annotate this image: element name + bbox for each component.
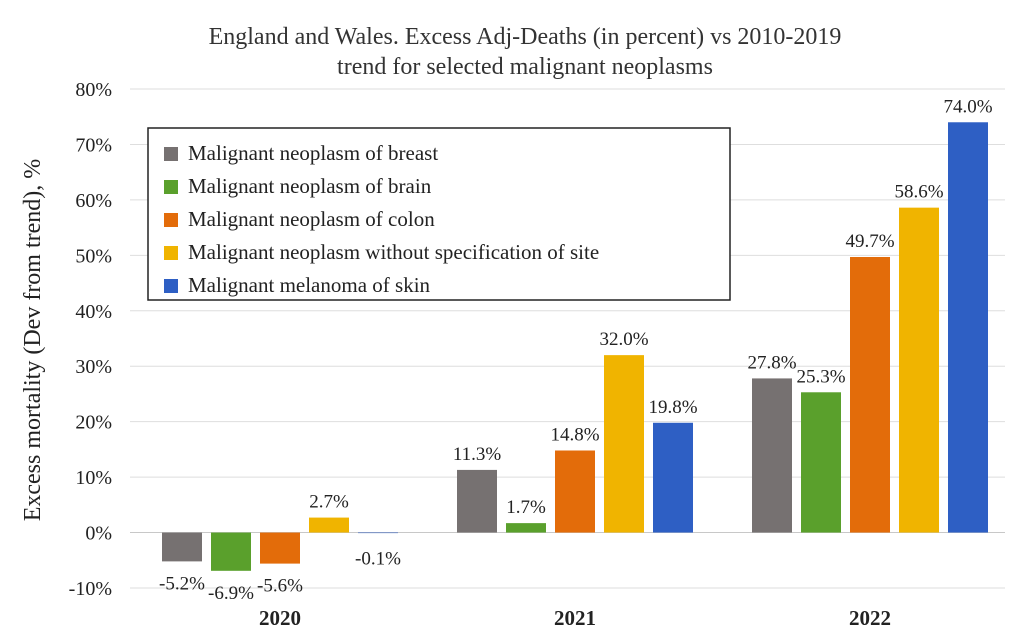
data-label: 2.7% [309,492,349,513]
legend-entry: Malignant melanoma of skin [188,273,431,297]
bar [752,378,792,533]
data-label: 74.0% [943,96,992,117]
data-label: 11.3% [453,444,502,465]
data-label: 32.0% [599,329,648,350]
legend-entry: Malignant neoplasm of brain [188,174,432,198]
chart-title-line-2: trend for selected malignant neoplasms [337,54,713,80]
y-axis-label: Excess mortality (Dev from trend), % [20,159,46,522]
y-tick-label: 10% [75,467,112,489]
y-tick-label: 70% [75,134,112,156]
y-tick-label: -10% [69,578,112,600]
bar [457,469,497,533]
x-category-label: 2021 [554,606,596,630]
bar [162,532,202,562]
bar [653,422,693,533]
data-label: 58.6% [894,182,943,203]
y-axis-ticks: -10% 0% 10% 20% 30% 40% 50% 60% 70% 80% [69,79,112,600]
data-label: -5.6% [257,576,303,597]
x-category-label: 2022 [849,606,891,630]
legend: Malignant neoplasm of breast Malignant ne… [147,127,731,301]
legend-swatch [164,279,178,293]
legend-swatch [164,180,178,194]
data-label: -0.1% [355,549,401,570]
data-label: 49.7% [845,231,894,252]
y-tick-label: 30% [75,356,112,378]
data-labels: -5.2% -6.9% -5.6% 2.7% -0.1% 11.3% 1.7% 14.8% 32… [159,96,993,604]
chart-title-line-1: England and Wales. Excess Adj-Deaths (in… [209,24,842,50]
legend-entry: Malignant neoplasm of colon [188,207,435,231]
data-label: -6.9% [208,583,254,604]
bar [260,532,300,564]
legend-entry: Malignant neoplasm without specification… [188,240,599,264]
bar [555,450,595,533]
data-label: 25.3% [796,366,845,387]
legend-swatch [164,213,178,227]
x-axis-categories: 2020 2021 2022 [259,606,891,630]
bar [801,392,841,533]
data-label: 27.8% [747,352,796,373]
legend-swatch [164,147,178,161]
bar [948,122,988,533]
chart-title: England and Wales. Excess Adj-Deaths (in… [209,24,842,80]
data-label: 14.8% [550,424,599,445]
y-tick-label: 80% [75,79,112,101]
bar [604,355,644,533]
legend-box [147,127,731,301]
y-tick-label: 50% [75,245,112,267]
bar [850,256,890,533]
y-tick-label: 0% [85,523,112,545]
data-label: -5.2% [159,573,205,594]
bar [899,207,939,533]
bar [358,532,398,534]
x-category-label: 2020 [259,606,301,630]
data-label: 19.8% [648,397,697,418]
bar [211,532,251,571]
y-tick-label: 40% [75,301,112,323]
bar [506,523,546,533]
y-tick-label: 20% [75,412,112,434]
legend-swatch [164,246,178,260]
data-label: 1.7% [506,497,546,518]
y-tick-label: 60% [75,190,112,212]
legend-entry: Malignant neoplasm of breast [188,141,438,165]
bar [309,517,349,533]
bars [162,122,988,571]
